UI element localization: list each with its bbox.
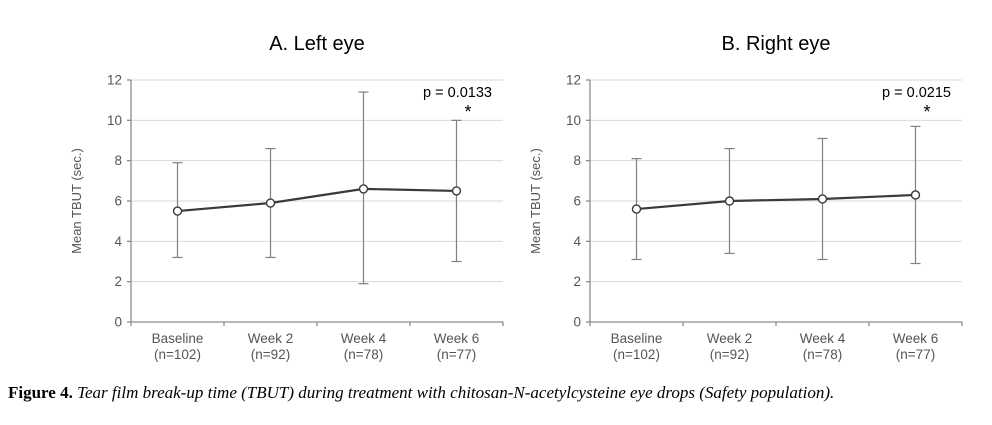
y-tick-label: 12 bbox=[566, 73, 581, 88]
chart-title: A. Left eye bbox=[269, 33, 365, 55]
y-tick-label: 4 bbox=[573, 234, 581, 249]
y-tick-label: 10 bbox=[566, 113, 581, 128]
y-tick-label: 0 bbox=[573, 315, 581, 330]
x-category-sublabel: (n=102) bbox=[154, 347, 201, 362]
x-category-sublabel: (n=78) bbox=[803, 347, 842, 362]
x-category-label: Week 2 bbox=[707, 331, 753, 346]
p-value-label: p = 0.0133 bbox=[423, 85, 492, 101]
data-point-marker bbox=[358, 184, 369, 194]
figure-caption-label: Figure 4. bbox=[8, 383, 73, 402]
figure-caption-text: Tear film break-up time (TBUT) during tr… bbox=[77, 383, 835, 402]
significance-asterisk: * bbox=[464, 102, 471, 122]
data-point-marker bbox=[724, 196, 735, 206]
x-category-label: Baseline bbox=[152, 331, 204, 346]
y-axis-title: Mean TBUT (sec.) bbox=[69, 148, 84, 254]
x-category-sublabel: (n=77) bbox=[437, 347, 476, 362]
right-eye-chart: 0 2 4 6 8 10 12 p = 0.0215* B. Right eye Mean TBU… bbox=[528, 33, 963, 362]
p-value-label: p = 0.0215 bbox=[882, 85, 951, 101]
y-axis-title: Mean TBUT (sec.) bbox=[528, 148, 543, 254]
y-tick-label: 4 bbox=[114, 234, 122, 249]
x-category-sublabel: (n=102) bbox=[613, 347, 660, 362]
x-category-label: Week 6 bbox=[893, 331, 939, 346]
y-tick-label: 0 bbox=[114, 315, 122, 330]
y-tick-label: 8 bbox=[114, 153, 122, 168]
data-point-marker bbox=[910, 190, 921, 200]
x-category-sublabel: (n=77) bbox=[896, 347, 935, 362]
y-tick-label: 2 bbox=[114, 274, 122, 289]
y-tick-label: 2 bbox=[573, 274, 581, 289]
data-point-marker bbox=[631, 204, 642, 214]
figure-caption: Figure 4. Tear film break-up time (TBUT)… bbox=[8, 383, 834, 403]
significance-asterisk: * bbox=[923, 102, 930, 122]
x-category-sublabel: (n=78) bbox=[344, 347, 383, 362]
x-category-sublabel: (n=92) bbox=[710, 347, 749, 362]
left-eye-chart: 0 2 4 6 8 10 12 p = 0.0133* A. Left eye Mean TBUT… bbox=[69, 33, 504, 362]
y-tick-label: 6 bbox=[573, 194, 581, 209]
y-tick-label: 6 bbox=[114, 194, 122, 209]
x-category-label: Week 6 bbox=[434, 331, 480, 346]
data-point-marker bbox=[451, 186, 462, 196]
data-point-marker bbox=[817, 194, 828, 204]
data-point-marker bbox=[265, 198, 276, 208]
chart-title: B. Right eye bbox=[722, 33, 831, 55]
y-tick-label: 8 bbox=[573, 153, 581, 168]
y-tick-label: 10 bbox=[107, 113, 122, 128]
x-category-sublabel: (n=92) bbox=[251, 347, 290, 362]
x-category-label: Week 4 bbox=[341, 331, 387, 346]
x-category-label: Week 4 bbox=[800, 331, 846, 346]
x-category-label: Baseline bbox=[611, 331, 663, 346]
data-point-marker bbox=[172, 206, 183, 216]
x-category-label: Week 2 bbox=[248, 331, 294, 346]
series-line bbox=[636, 193, 916, 211]
series-line bbox=[177, 187, 457, 213]
y-tick-label: 12 bbox=[107, 73, 122, 88]
